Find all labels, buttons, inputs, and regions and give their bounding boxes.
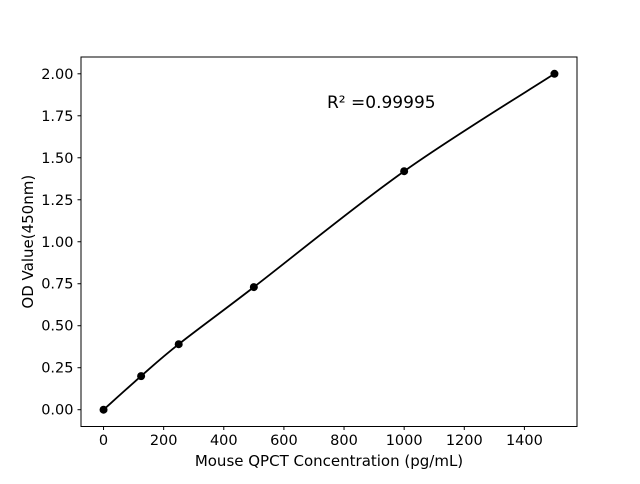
y-tick-label: 0.50 xyxy=(41,319,73,335)
data-point xyxy=(137,372,146,381)
r-squared-annotation: R² =0.99995 xyxy=(327,93,436,113)
x-tick-label: 200 xyxy=(150,433,178,449)
y-tick-label: 0.25 xyxy=(41,361,73,377)
y-tick-label: 1.50 xyxy=(41,151,73,167)
data-point xyxy=(550,69,559,78)
y-axis-ticks: 0.00 0.25 0.50 0.75 1.00 1.25 1.50 1.75 2.00 xyxy=(41,67,81,419)
y-tick-label: 2.00 xyxy=(41,67,73,83)
x-axis-label: Mouse QPCT Concentration (pg/mL) xyxy=(195,452,463,470)
data-point xyxy=(174,340,183,349)
y-tick-label: 1.25 xyxy=(41,193,73,209)
plot-area-border xyxy=(80,56,578,427)
x-tick-label: 1000 xyxy=(386,433,423,449)
y-tick-label: 0.00 xyxy=(41,403,73,419)
x-tick-label: 0 xyxy=(99,433,108,449)
data-point xyxy=(400,167,409,176)
x-tick-label: 600 xyxy=(270,433,298,449)
y-tick-label: 0.75 xyxy=(41,277,73,293)
x-tick-label: 1400 xyxy=(506,433,543,449)
data-point-markers xyxy=(99,69,559,414)
x-tick-label: 800 xyxy=(330,433,358,449)
y-tick-label: 1.00 xyxy=(41,235,73,251)
x-tick-label: 1200 xyxy=(446,433,483,449)
y-axis-label: OD Value(450nm) xyxy=(19,175,37,309)
x-tick-label: 400 xyxy=(210,433,238,449)
y-tick-label: 1.75 xyxy=(41,109,73,125)
x-axis-ticks: 0 200 400 600 800 1000 1200 1400 xyxy=(99,426,543,449)
data-point xyxy=(249,283,258,292)
data-point xyxy=(99,405,108,414)
